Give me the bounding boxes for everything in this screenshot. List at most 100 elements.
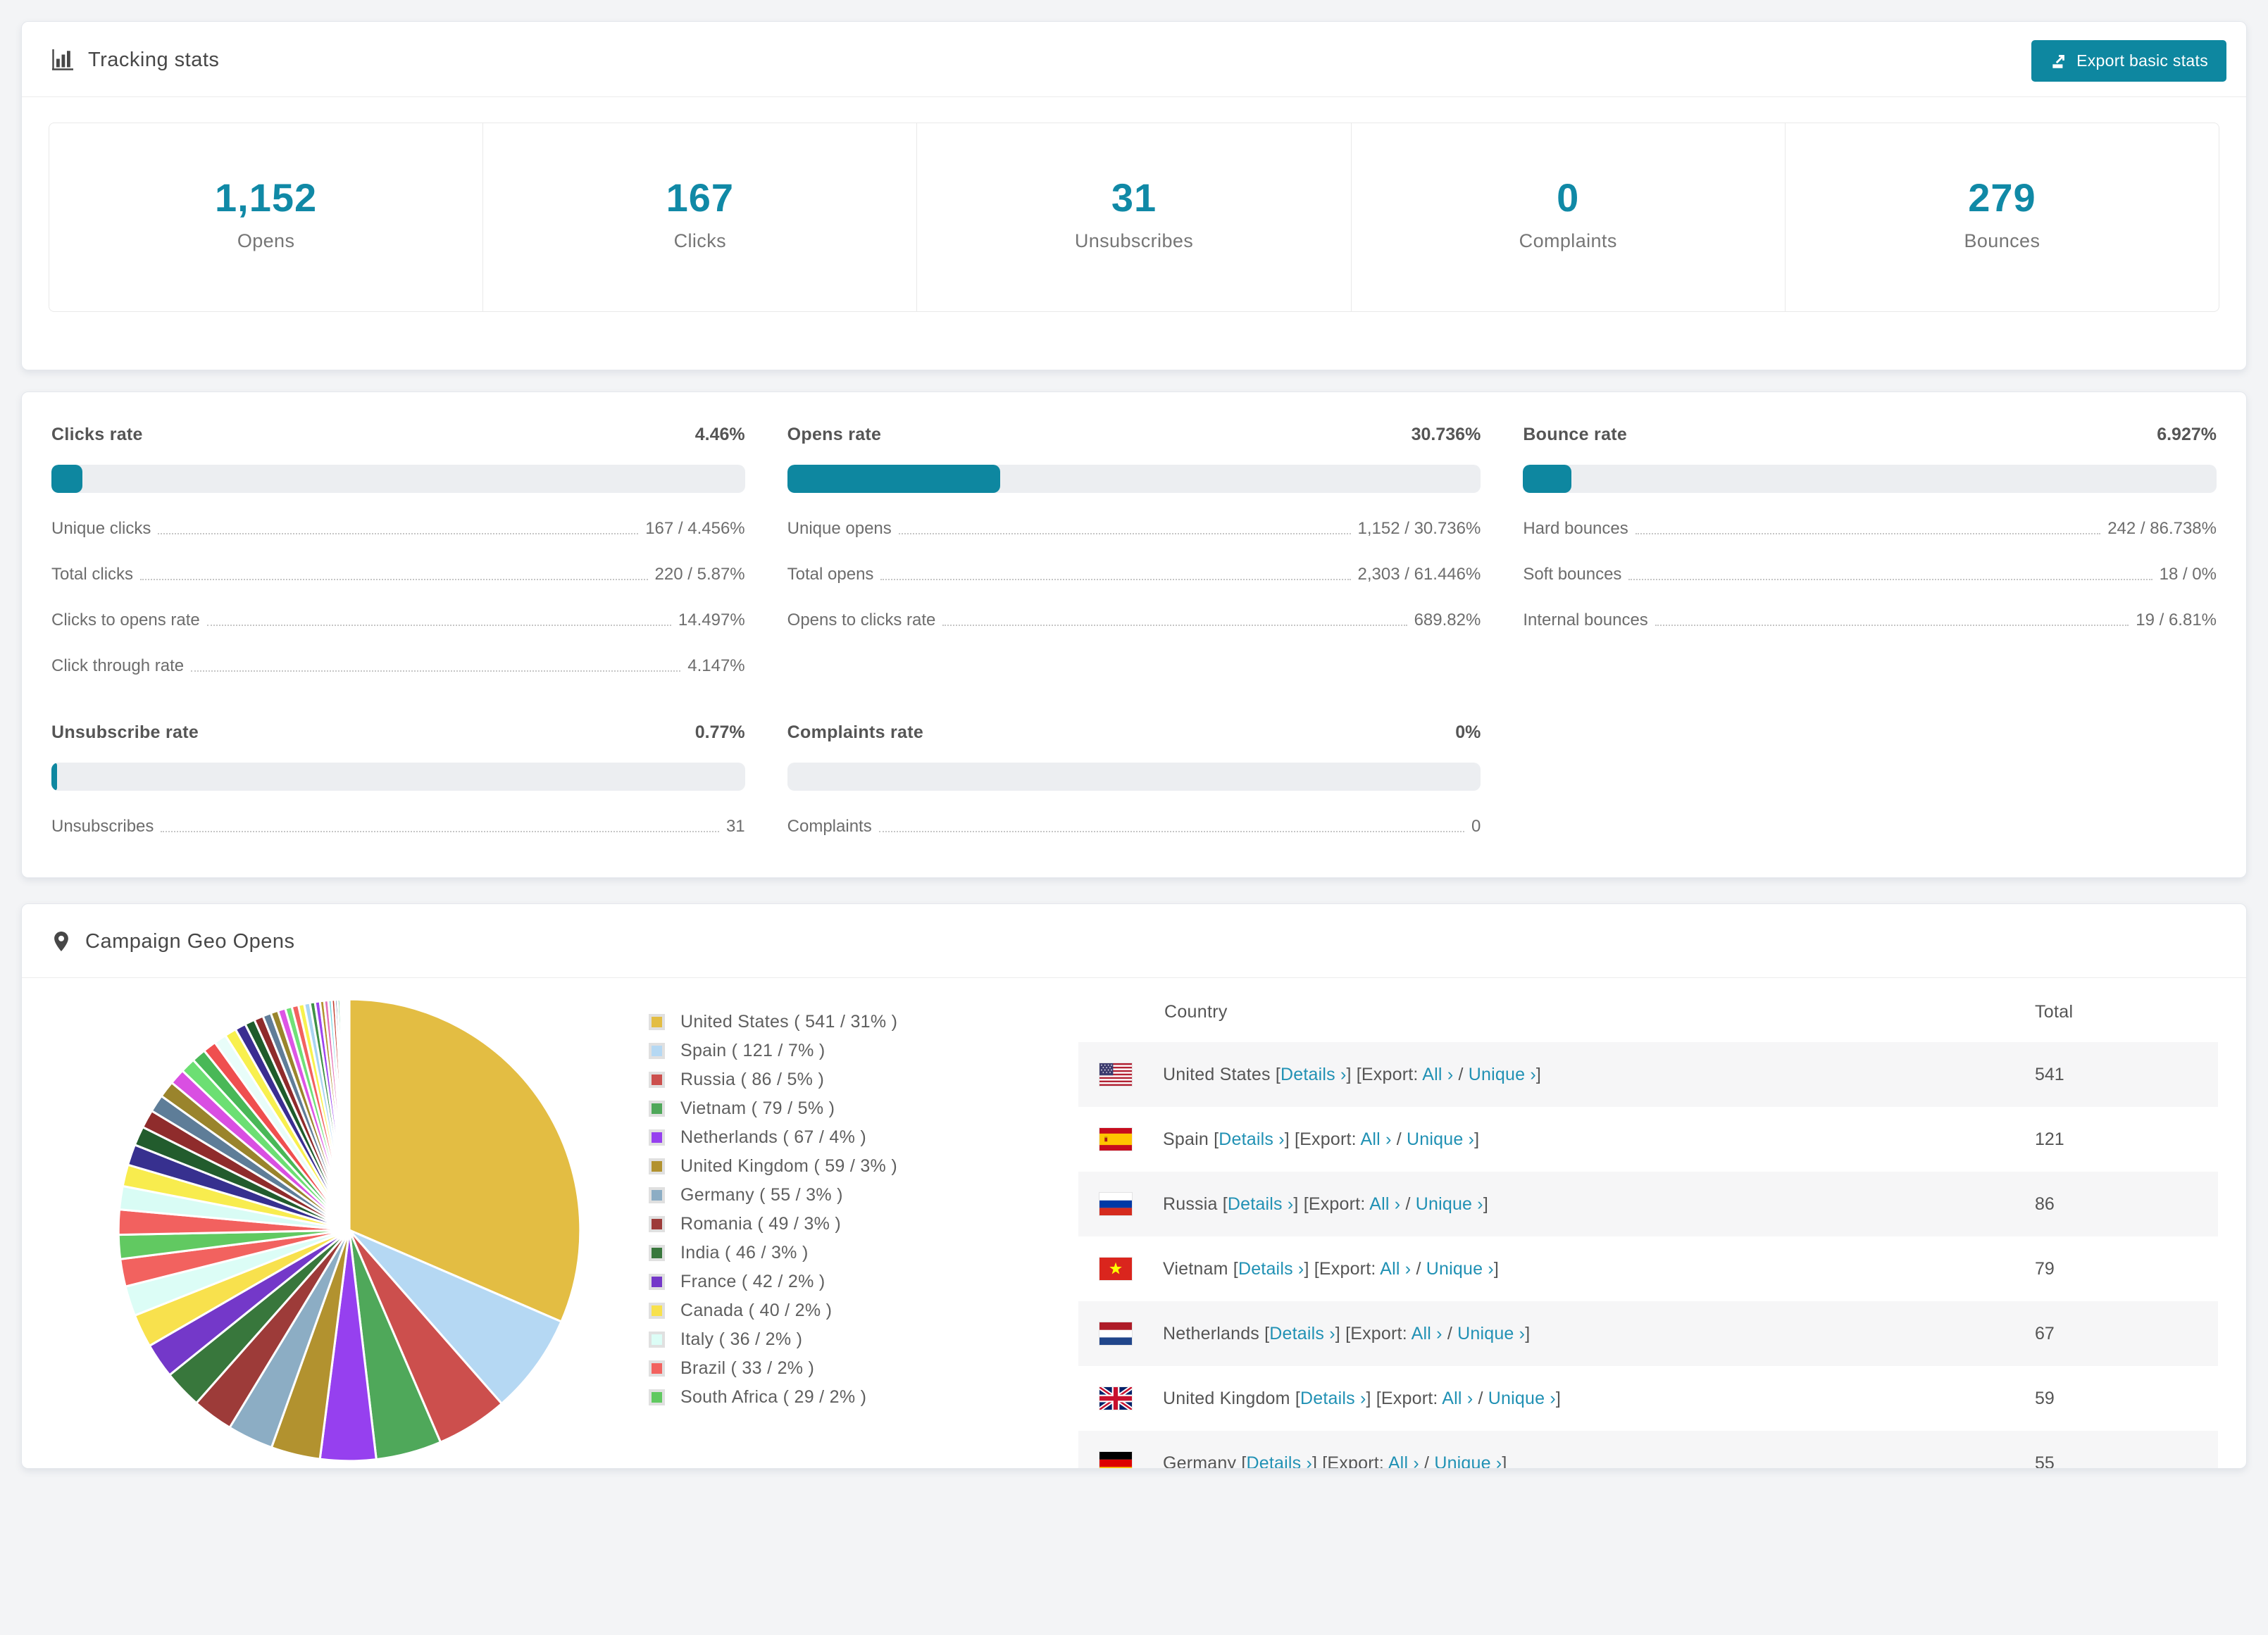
- rate-header: Complaints rate 0%: [787, 722, 1481, 743]
- legend-label: Canada ( 40 / 2% ): [680, 1301, 833, 1320]
- rate-detail-label: Opens to clicks rate: [787, 610, 936, 629]
- country-row-text: United States [Details ›] [Export: All ›…: [1163, 1064, 1542, 1084]
- export-unique-link[interactable]: Unique ›: [1415, 1194, 1483, 1214]
- export-all-link[interactable]: All ›: [1411, 1323, 1443, 1343]
- details-link[interactable]: Details ›: [1219, 1129, 1285, 1149]
- rate-detail-rows: Unsubscribes 31: [51, 817, 745, 837]
- geo-opens-body: United States ( 541 / 31% ) Spain ( 121 /…: [22, 978, 2246, 1468]
- legend-item-france: France ( 42 / 2% ): [649, 1272, 1050, 1292]
- rate-progress-fill: [787, 465, 1001, 493]
- rate-detail-row: Opens to clicks rate 689.82%: [787, 610, 1481, 630]
- details-link[interactable]: Details ›: [1300, 1388, 1366, 1408]
- export-all-link[interactable]: All ›: [1369, 1194, 1401, 1214]
- country-cell: United Kingdom [Details ›] [Export: All …: [1078, 1366, 2035, 1431]
- dotted-leader: [880, 579, 1351, 580]
- stat-value: 1,152: [215, 175, 318, 220]
- export-unique-link[interactable]: Unique ›: [1488, 1388, 1556, 1408]
- country-cell: Vietnam [Details ›] [Export: All › / Uni…: [1078, 1236, 2035, 1301]
- rate-detail-value: 4.147%: [687, 656, 745, 675]
- rate-detail-label: Click through rate: [51, 656, 185, 675]
- legend-swatch: [649, 1274, 665, 1290]
- legend-label: Netherlands ( 67 / 4% ): [680, 1127, 866, 1147]
- legend-item-italy: Italy ( 36 / 2% ): [649, 1329, 1050, 1350]
- stat-label: Bounces: [1964, 230, 2040, 251]
- tracking-stats-title: Tracking stats: [50, 47, 219, 73]
- geo-opens-table-scroll-area[interactable]: Country Total United States [Details ›] …: [1078, 981, 2218, 1468]
- details-link[interactable]: Details ›: [1227, 1194, 1294, 1214]
- export-unique-link[interactable]: Unique ›: [1468, 1064, 1536, 1084]
- legend-label: India ( 46 / 3% ): [680, 1243, 809, 1263]
- details-link[interactable]: Details ›: [1246, 1453, 1312, 1469]
- legend-item-united-kingdom: United Kingdom ( 59 / 3% ): [649, 1156, 1050, 1177]
- legend-label: United States ( 541 / 31% ): [680, 1012, 898, 1032]
- rate-detail-label: Total opens: [787, 565, 874, 584]
- export-all-link[interactable]: All ›: [1360, 1129, 1392, 1149]
- stat-value: 31: [1111, 175, 1157, 220]
- de-flag-icon: [1099, 1452, 1132, 1468]
- export-all-link[interactable]: All ›: [1380, 1258, 1412, 1279]
- dotted-leader: [140, 579, 648, 580]
- export-unique-link[interactable]: Unique ›: [1407, 1129, 1475, 1149]
- export-unique-link[interactable]: Unique ›: [1434, 1453, 1502, 1469]
- legend-label: France ( 42 / 2% ): [680, 1272, 825, 1291]
- bounce-rate-block: Bounce rate 6.927% Hard bounces 242 / 86.73…: [1523, 425, 2217, 676]
- legend-swatch: [649, 1043, 665, 1059]
- stat-value: 167: [666, 175, 735, 220]
- details-link[interactable]: Details ›: [1280, 1064, 1347, 1084]
- rate-detail-label: Total clicks: [51, 565, 134, 584]
- rate-progress-bar: [51, 763, 745, 791]
- rate-header: Opens rate 30.736%: [787, 425, 1481, 445]
- export-all-link[interactable]: All ›: [1388, 1453, 1419, 1469]
- export-unique-link[interactable]: Unique ›: [1426, 1258, 1494, 1279]
- export-all-link[interactable]: All ›: [1422, 1064, 1454, 1084]
- dotted-leader: [1655, 625, 2129, 626]
- legend-item-south-africa: South Africa ( 29 / 2% ): [649, 1387, 1050, 1408]
- table-row-de: Germany [Details ›] [Export: All › / Uni…: [1078, 1431, 2218, 1468]
- country-column-header: Country: [1164, 1002, 1228, 1022]
- country-row-text: Netherlands [Details ›] [Export: All › /…: [1163, 1323, 1531, 1343]
- export-basic-stats-button[interactable]: Export basic stats: [2031, 40, 2226, 82]
- country-cell: Russia [Details ›] [Export: All › / Uniq…: [1078, 1172, 2035, 1236]
- country-cell-content: Vietnam [Details ›] [Export: All › / Uni…: [1078, 1258, 2035, 1280]
- legend-swatch: [649, 1360, 665, 1377]
- table-row-nl: Netherlands [Details ›] [Export: All › /…: [1078, 1301, 2218, 1366]
- details-link[interactable]: Details ›: [1238, 1258, 1304, 1279]
- rate-progress-bar: [1523, 465, 2217, 493]
- legend-item-brazil: Brazil ( 33 / 2% ): [649, 1358, 1050, 1379]
- total-cell: 541: [2035, 1064, 2064, 1084]
- export-unique-link[interactable]: Unique ›: [1457, 1323, 1526, 1343]
- total-cell: 55: [2035, 1453, 2055, 1469]
- rate-detail-value: 0: [1471, 817, 1481, 836]
- legend-item-canada: Canada ( 40 / 2% ): [649, 1301, 1050, 1321]
- country-cell-content: Netherlands [Details ›] [Export: All › /…: [1078, 1322, 2035, 1345]
- rate-title: Bounce rate: [1523, 425, 1628, 444]
- rate-value: 0.77%: [694, 722, 745, 742]
- summary-stat-clicks: 167 Clicks: [482, 123, 916, 311]
- ru-flag-icon: [1099, 1193, 1132, 1215]
- total-cell: 67: [2035, 1323, 2055, 1343]
- export-all-link[interactable]: All ›: [1442, 1388, 1473, 1408]
- details-link[interactable]: Details ›: [1269, 1323, 1335, 1343]
- rate-progress-bar: [787, 763, 1481, 791]
- rate-detail-rows: Hard bounces 242 / 86.738% Soft bounces 18 …: [1523, 519, 2217, 630]
- legend-swatch: [649, 1129, 665, 1146]
- legend-item-vietnam: Vietnam ( 79 / 5% ): [649, 1098, 1050, 1119]
- legend-item-germany: Germany ( 55 / 3% ): [649, 1185, 1050, 1205]
- rate-header: Bounce rate 6.927%: [1523, 425, 2217, 445]
- rate-detail-row: Click through rate 4.147%: [51, 656, 745, 676]
- rate-progress-bar: [51, 465, 745, 493]
- summary-stat-opens: 1,152 Opens: [49, 123, 482, 311]
- stat-label: Clicks: [673, 230, 726, 251]
- tracking-stats-card: Tracking stats Export basic stats 1,152 O…: [21, 21, 2247, 370]
- legend-swatch: [649, 1389, 665, 1405]
- rate-value: 4.46%: [694, 425, 745, 444]
- rate-title: Opens rate: [787, 425, 882, 444]
- nl-flag-icon: [1099, 1322, 1132, 1345]
- legend-item-united-states: United States ( 541 / 31% ): [649, 1012, 1050, 1032]
- legend-label: Vietnam ( 79 / 5% ): [680, 1098, 835, 1118]
- stat-value: 0: [1557, 175, 1580, 220]
- bar-chart-icon: [52, 49, 73, 70]
- table-row-vn: Vietnam [Details ›] [Export: All › / Uni…: [1078, 1236, 2218, 1301]
- legend-swatch: [649, 1187, 665, 1203]
- geo-opens-pie-chart: [117, 998, 582, 1462]
